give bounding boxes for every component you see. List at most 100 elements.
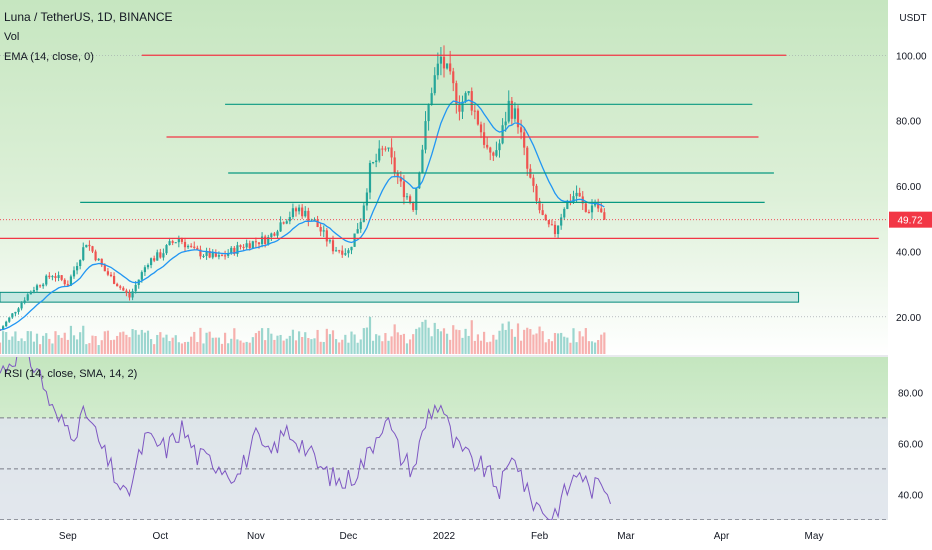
ema-line[interactable] [0, 99, 605, 331]
candle-body [20, 302, 23, 309]
volume-bar [183, 342, 187, 354]
volume-bar [473, 340, 476, 354]
candle-body [532, 177, 535, 186]
rsi-line[interactable] [0, 345, 611, 520]
candle-body [464, 93, 467, 102]
volume-bar [560, 332, 563, 354]
candle-body [556, 225, 560, 235]
volume-bar [371, 340, 375, 354]
volume-bar [131, 329, 134, 354]
candle-body [492, 152, 495, 156]
candle-body [294, 208, 298, 212]
candle-body [578, 192, 581, 197]
candle-body [242, 246, 245, 248]
rsi-pane[interactable] [0, 345, 888, 520]
candle-body [131, 291, 134, 298]
candle-body [304, 210, 307, 217]
candle-body [159, 252, 162, 258]
volume-bar [504, 329, 507, 354]
candle-body [134, 284, 137, 292]
candle-body [504, 121, 507, 126]
candle-body [560, 217, 563, 226]
candle-body [45, 275, 48, 285]
price-axis-tick-label: 80.00 [896, 117, 921, 128]
volume-indicator-label[interactable]: Vol [4, 31, 19, 43]
candle-body [331, 240, 335, 252]
price-axis[interactable]: 100.00 80.00 60.00 40.00 20.00 49.72 [889, 51, 932, 324]
volume-bar [223, 332, 227, 354]
time-axis[interactable]: Sep Oct Nov Dec 2022 Feb Mar Apr May [59, 531, 824, 542]
candle-body [94, 251, 97, 261]
volume-bar [408, 339, 412, 354]
volume-bar [510, 329, 513, 354]
volume-bar [541, 331, 544, 354]
candle-body [75, 266, 79, 271]
volume-bar [91, 335, 94, 354]
volume-bar [159, 332, 162, 354]
candle-body [97, 258, 100, 261]
volume-bar [260, 328, 264, 354]
volume-bar [116, 335, 119, 354]
candle-body [334, 250, 338, 252]
candle-body [165, 245, 168, 254]
candle-body [516, 108, 520, 128]
candle-body [217, 255, 221, 257]
volume-bar [430, 336, 433, 354]
candle-body [116, 283, 119, 287]
volume-bar [566, 337, 569, 354]
candle-body [128, 292, 131, 298]
candle-body [288, 217, 291, 222]
candle-body [587, 211, 591, 213]
candle-body [88, 244, 91, 247]
candle-body [603, 212, 606, 220]
candle-body [307, 210, 310, 222]
candle-body [381, 148, 384, 150]
volume-bar [285, 338, 288, 354]
candle-body [526, 147, 529, 169]
volume-bar [162, 337, 165, 354]
volume-bar [63, 332, 66, 354]
support-zone-rectangle[interactable] [0, 291, 800, 303]
time-axis-tick-label: May [805, 531, 824, 542]
volume-bar [14, 331, 17, 354]
candle-body [100, 258, 103, 266]
candle-body [72, 270, 76, 277]
candle-body [230, 247, 233, 254]
candle-body [223, 255, 227, 257]
candle-body [393, 157, 396, 173]
volume-bar [479, 340, 483, 354]
ema-indicator-label[interactable]: EMA (14, close, 0) [4, 51, 94, 63]
candle-body [436, 63, 439, 76]
volume-bar [513, 336, 517, 354]
time-axis-tick-label: Mar [617, 531, 635, 542]
time-axis-tick-label: Sep [59, 531, 77, 542]
candle-body [430, 93, 433, 106]
candle-body [38, 285, 42, 287]
volume-bar [100, 340, 103, 354]
candle-body [264, 236, 267, 245]
volume-bar [254, 333, 258, 354]
volume-bar [498, 330, 501, 354]
candle-body [473, 110, 476, 112]
time-axis-tick-label: Dec [340, 531, 358, 542]
volume-bar [378, 335, 381, 354]
volume-bar [180, 343, 184, 354]
candle-body [523, 132, 526, 148]
candle-body [458, 104, 461, 112]
volume-bar [402, 333, 406, 354]
volume-bar [267, 328, 270, 354]
volume-bar [88, 343, 91, 354]
price-pane[interactable] [0, 45, 888, 354]
candle-body [495, 150, 498, 156]
volume-bar [516, 323, 520, 354]
candle-body [553, 224, 557, 235]
volume-bar [507, 321, 510, 354]
rsi-indicator-label[interactable]: RSI (14, close, SMA, 14, 2) [4, 368, 137, 380]
candle-body [489, 147, 492, 153]
volume-bar [75, 339, 79, 354]
candle-body [384, 148, 387, 150]
candle-body [547, 220, 550, 225]
candle-body [273, 233, 276, 236]
rsi-axis[interactable]: 80.00 60.00 40.00 [898, 388, 923, 501]
